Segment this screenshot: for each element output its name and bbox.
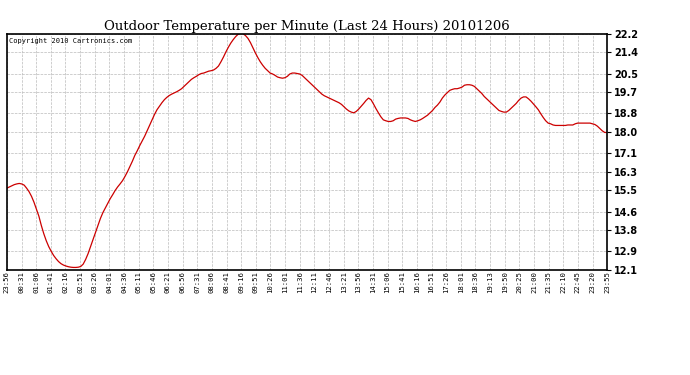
Text: Copyright 2010 Cartronics.com: Copyright 2010 Cartronics.com — [9, 39, 132, 45]
Title: Outdoor Temperature per Minute (Last 24 Hours) 20101206: Outdoor Temperature per Minute (Last 24 … — [104, 20, 510, 33]
